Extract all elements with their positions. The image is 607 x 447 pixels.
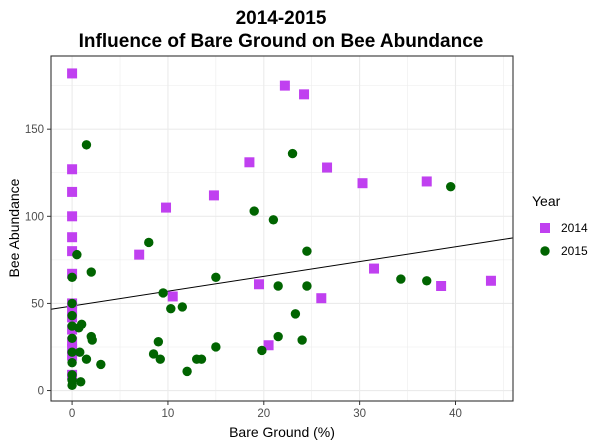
point-2014: [67, 211, 78, 222]
point-2015: [422, 276, 432, 286]
point-2015: [290, 309, 301, 319]
panel-border: [50, 55, 514, 402]
panel-background: [51, 56, 513, 401]
point-2014: [316, 293, 327, 304]
point-2014: [67, 164, 78, 175]
point-2015: [76, 377, 86, 387]
point-2015: [297, 335, 307, 345]
point-2014: [134, 249, 145, 260]
point-2015: [302, 281, 312, 291]
point-2015: [196, 354, 207, 364]
point-2015: [182, 366, 192, 377]
point-2014: [167, 291, 178, 302]
point-2014: [436, 281, 447, 291]
point-2014: [299, 89, 310, 100]
point-2015: [445, 181, 456, 192]
point-2015: [211, 272, 221, 282]
point-2015: [211, 342, 221, 352]
point-2015: [67, 380, 77, 391]
point-2015: [273, 331, 283, 342]
chart-title: 2014-2015: [236, 8, 327, 29]
point-2014: [244, 157, 255, 168]
point-2015: [268, 215, 279, 225]
point-2015: [67, 347, 77, 357]
point-2015: [75, 347, 85, 357]
regression-line: [50, 237, 514, 310]
point-2014: [253, 279, 264, 290]
point-2014: [369, 263, 380, 274]
point-2015: [144, 237, 154, 248]
point-2014: [67, 68, 78, 79]
point-2015: [158, 288, 168, 298]
point-2014: [161, 202, 172, 213]
x-tick-label: 20: [257, 408, 270, 420]
x-tick-label: 10: [162, 408, 175, 420]
fit-line-layer: [50, 237, 514, 310]
point-2015: [67, 333, 77, 343]
point-2015: [67, 272, 77, 282]
point-2014: [67, 246, 78, 257]
point-2015: [249, 206, 259, 216]
axis-ticks: 0 10 20 30 40 0 50 100 150: [25, 55, 514, 420]
point-2015: [96, 359, 106, 370]
point-2015: [257, 345, 267, 356]
point-2015: [67, 310, 77, 321]
point-2015: [72, 249, 82, 260]
point-2015: [86, 267, 96, 277]
x-tick-label: 40: [449, 408, 462, 420]
point-2014: [485, 275, 496, 286]
legend-items: 2014 2015: [540, 221, 588, 258]
point-2014: [357, 178, 368, 189]
point-2014: [421, 176, 432, 187]
y-tick-label: 100: [25, 211, 44, 223]
y-tick-label: 150: [25, 124, 44, 136]
legend-label-2014: 2014: [561, 221, 588, 235]
point-2014: [67, 232, 78, 243]
point-2015: [81, 140, 92, 150]
y-axis-title: Bee Abundance: [6, 178, 22, 277]
point-2015: [81, 354, 92, 364]
point-2015: [166, 303, 176, 314]
y-tick-label: 0: [38, 386, 44, 398]
data-points: [67, 68, 496, 391]
point-2015: [177, 302, 188, 312]
point-2014: [263, 340, 274, 351]
point-2015: [148, 349, 159, 359]
legend-key-2015: [540, 246, 550, 256]
point-2015: [396, 274, 406, 284]
legend: Year 2014 2015: [532, 193, 588, 258]
point-2014: [67, 303, 78, 314]
chart-subtitle: Influence of Bare Ground on Bee Abundanc…: [79, 31, 484, 52]
point-2015: [67, 357, 77, 368]
legend-title: Year: [532, 193, 561, 209]
legend-label-2015: 2015: [561, 244, 588, 258]
point-2015: [153, 337, 164, 347]
point-2014: [67, 186, 78, 197]
point-2014: [322, 162, 333, 173]
point-2015: [273, 281, 283, 291]
point-2014: [208, 190, 219, 201]
x-tick-label: 0: [69, 408, 75, 420]
point-2015: [287, 148, 298, 159]
point-2014: [279, 80, 290, 91]
point-2015: [76, 319, 87, 330]
x-tick-label: 30: [353, 408, 366, 420]
point-2015: [155, 354, 165, 364]
x-axis-title: Bare Ground (%): [229, 424, 335, 440]
plot-panel: [51, 56, 513, 401]
point-2015: [302, 246, 312, 256]
point-2015: [87, 335, 97, 345]
legend-key-2014: [540, 223, 550, 233]
y-tick-label: 50: [31, 298, 44, 310]
point-2015: [67, 298, 77, 309]
